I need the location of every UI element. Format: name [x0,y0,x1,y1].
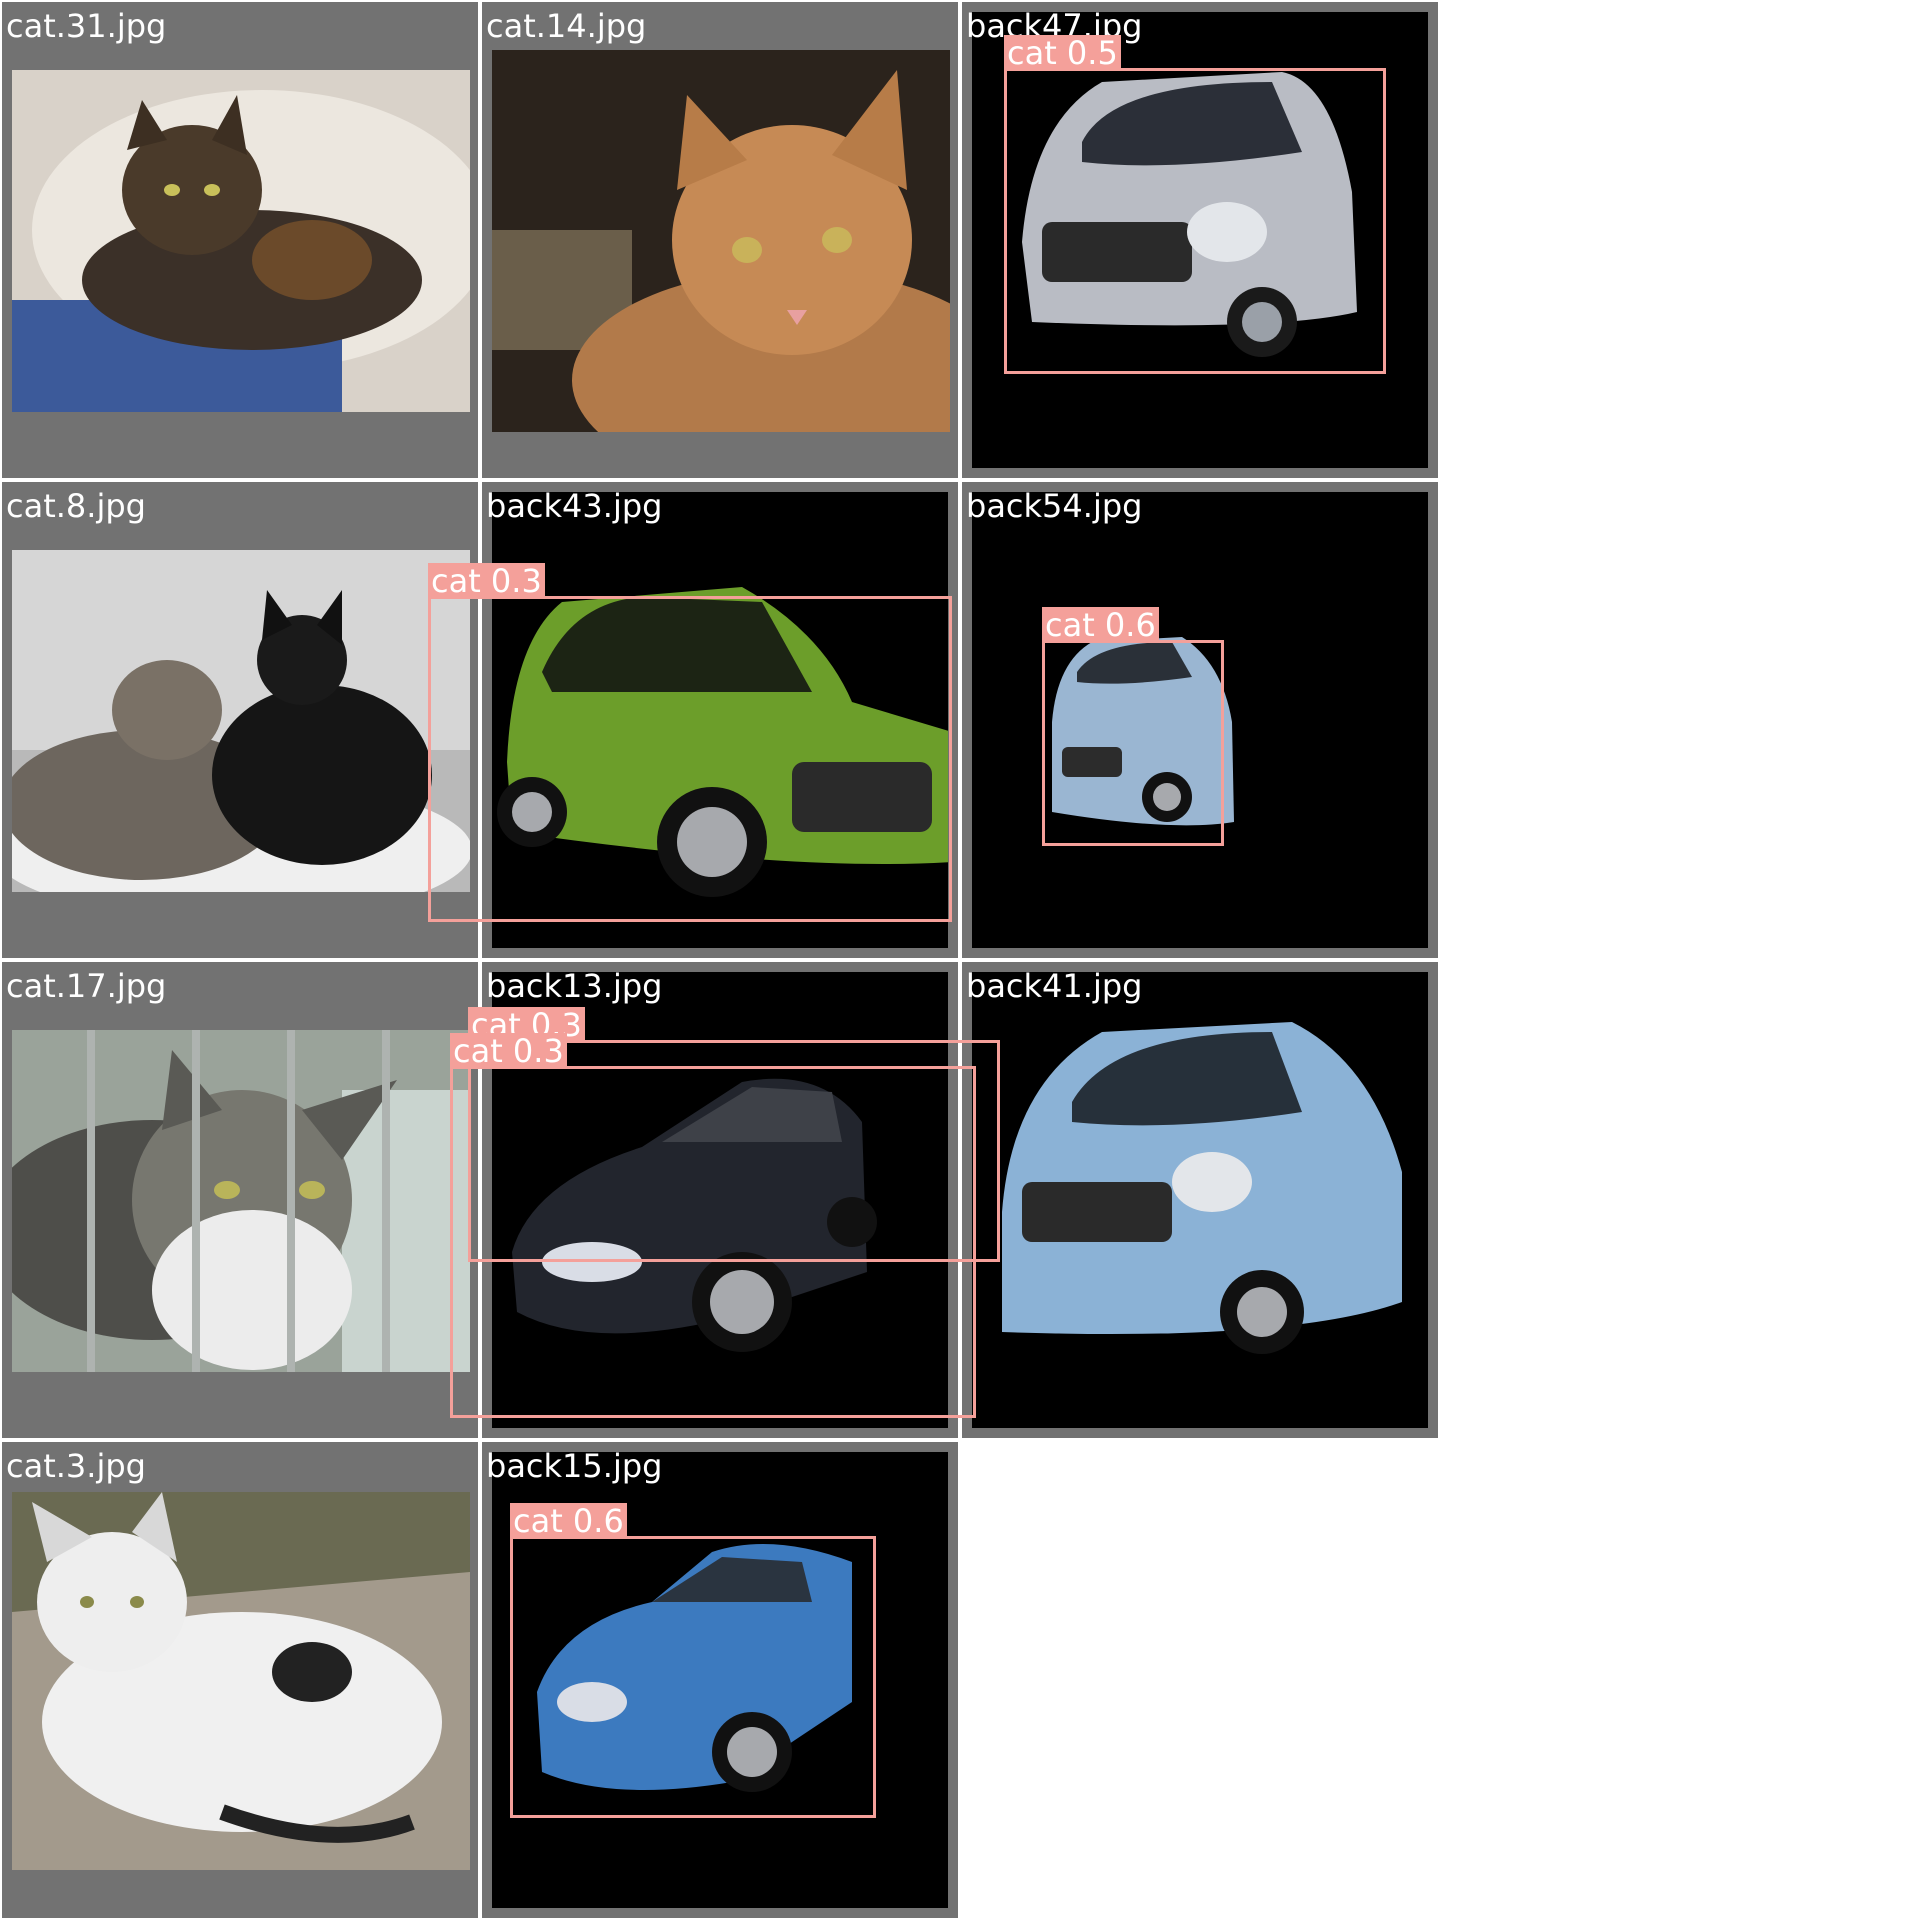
detection-box-back13-b: cat 0.3 [450,1033,976,1418]
tile-back43: back43.jpg [480,480,960,960]
filename-label: cat.8.jpg [6,487,146,525]
tile-back47: back47.jpg cat 0.5 [960,0,1440,480]
detection-box: cat 0.5 [1004,35,1386,374]
car-photo [972,12,1428,468]
cat-photo [12,70,470,412]
detection-box: cat 0.6 [510,1503,876,1818]
filename-label: back54.jpg [966,487,1143,525]
image-canvas [492,972,948,1428]
detection-label: cat 0.6 [510,1503,627,1539]
tile-cat-17: cat.17.jpg [0,960,480,1440]
image-canvas [972,492,1428,948]
cat-photo [12,550,470,892]
filename-label: cat.17.jpg [6,967,167,1005]
filename-label: back43.jpg [486,487,663,525]
detection-mosaic: cat.31.jpg cat.14.jpg [0,0,1440,1920]
cat-photo [492,50,950,432]
image-canvas [492,492,952,948]
car-photo [972,972,1428,1428]
tile-cat-3: cat.3.jpg [0,1440,480,1920]
image-canvas [972,12,1428,468]
filename-label: cat.14.jpg [486,7,647,45]
filename-label: back15.jpg [486,1447,663,1485]
filename-label: cat.31.jpg [6,7,167,45]
tile-cat-31: cat.31.jpg [0,0,480,480]
detection-box-back43: cat 0.3 [428,563,952,922]
tile-cat-8: cat.8.jpg [0,480,480,960]
tile-back41: back41.jpg [960,960,1440,1440]
tile-back15: back15.jpg cat 0.6 [480,1440,960,1920]
detection-box: cat 0.6 [1042,607,1224,846]
tile-back54: back54.jpg cat 0.6 [960,480,1440,960]
filename-label: back13.jpg [486,967,663,1005]
image-canvas [972,972,1428,1428]
detection-label: cat 0.5 [1004,35,1121,71]
car-photo [972,492,1428,948]
detection-label: cat 0.3 [450,1033,567,1069]
filename-label: cat.3.jpg [6,1447,146,1485]
detection-label: cat 0.6 [1042,607,1159,643]
cat-photo [12,1030,470,1372]
tile-cat-14: cat.14.jpg [480,0,960,480]
detection-label: cat 0.3 [428,563,545,599]
cat-photo [12,1492,470,1870]
car-photo [492,492,952,948]
filename-label: back41.jpg [966,967,1143,1005]
car-photo [492,972,948,1428]
